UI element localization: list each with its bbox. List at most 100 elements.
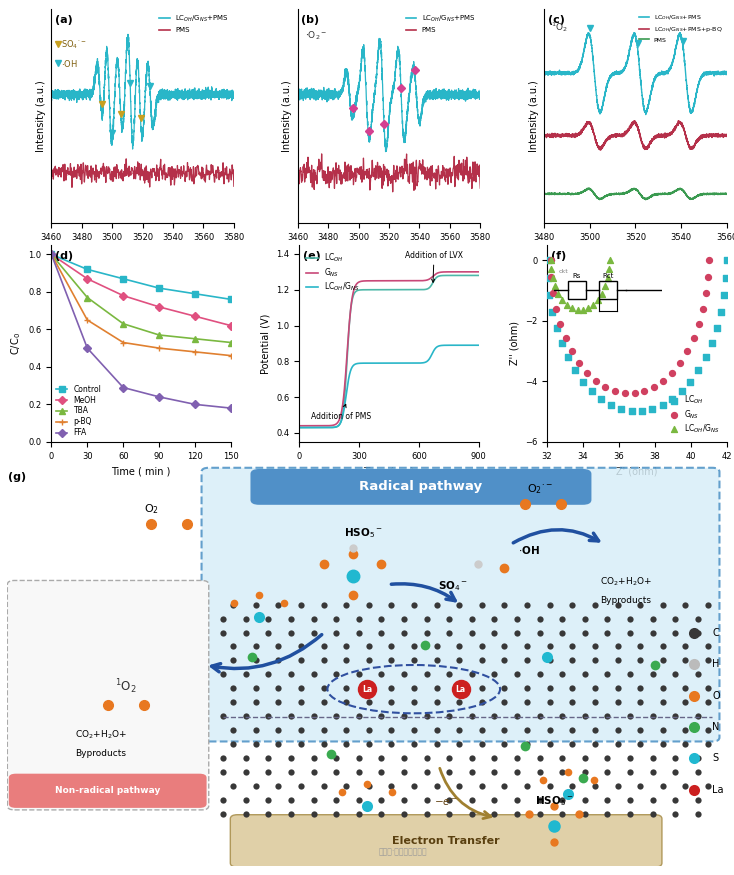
X-axis label: Z' (ohm): Z' (ohm)	[616, 466, 658, 476]
LC$_{OH}$/G$_{NS}$	[604, 253, 616, 267]
LC$_{OH}$/G$_{NS}$	[562, 298, 573, 311]
G$_{NS}$	[658, 374, 669, 388]
FFA	[83, 343, 92, 354]
Text: 公众号·水处理文献速递: 公众号·水处理文献速递	[379, 848, 427, 857]
LC$_{OH}$/G$_{NS}$	[600, 279, 611, 293]
G$_{NS}$	[700, 286, 712, 300]
LC$_{OH}$/G$_{NS}$	[547, 271, 559, 285]
Legend: LC$_{OH}$, G$_{NS}$, LC$_{OH}$/G$_{NS}$: LC$_{OH}$, G$_{NS}$, LC$_{OH}$/G$_{NS}$	[667, 390, 723, 438]
Y-axis label: Potential (V): Potential (V)	[261, 313, 271, 374]
LC$_{OH}$	[562, 351, 574, 365]
LC$_{OH}$	[636, 404, 648, 418]
X-axis label: Time ( min ): Time ( min )	[112, 466, 171, 476]
LC$_{OH}$	[700, 351, 711, 365]
FFA	[155, 392, 164, 402]
LC$_{OH}$/G$_{NS}$	[556, 293, 568, 307]
X-axis label: Magnetic field (G): Magnetic field (G)	[592, 248, 679, 257]
G$_{NS}$	[355, 276, 364, 287]
FFA	[191, 399, 200, 410]
Text: (b): (b)	[302, 15, 319, 25]
LC$_{OH}$/G$_{NS}$	[596, 287, 608, 301]
Legend: LC$_{OH}$, G$_{NS}$, LC$_{OH}$/G$_{NS}$: LC$_{OH}$, G$_{NS}$, LC$_{OH}$/G$_{NS}$	[303, 248, 363, 297]
LC$_{OH}$/G$_{NS}$	[553, 287, 564, 301]
LC$_{OH}$	[578, 374, 589, 388]
Text: O$_2$: O$_2$	[144, 502, 159, 516]
G$_{NS}$	[590, 374, 602, 388]
Control	[227, 294, 236, 304]
LC$_{OH}$/G$_{NS}$	[474, 340, 483, 351]
MeOH	[119, 290, 128, 301]
Y-axis label: Intensity (a.u.): Intensity (a.u.)	[36, 80, 46, 152]
FFA	[119, 382, 128, 393]
LC$_{OH}$	[325, 423, 334, 433]
LC$_{OH}$	[541, 253, 553, 267]
G$_{NS}$	[702, 270, 714, 284]
LC$_{OH}$/G$_{NS}$	[549, 279, 561, 293]
LC$_{OH}$	[693, 363, 705, 377]
LC$_{OH}$	[586, 384, 597, 398]
Text: (c): (c)	[548, 15, 564, 25]
G$_{NS}$	[581, 366, 593, 380]
TBA	[47, 249, 56, 260]
Line: LC$_{OH}$/G$_{NS}$: LC$_{OH}$/G$_{NS}$	[299, 346, 479, 428]
Text: CO$_2$+H$_2$O+: CO$_2$+H$_2$O+	[600, 576, 652, 588]
LC$_{OH}$	[550, 321, 562, 335]
LC$_{OH}$	[657, 398, 669, 412]
LC$_{OH}$/G$_{NS}$	[592, 293, 604, 307]
LC$_{OH}$	[706, 336, 718, 350]
G$_{NS}$	[693, 318, 705, 332]
G$_{NS}$	[550, 302, 562, 316]
MeOH	[227, 320, 236, 331]
LC$_{OH}$/G$_{NS}$	[545, 253, 556, 267]
G$_{NS}$	[545, 270, 557, 284]
p-BQ	[83, 315, 92, 326]
G$_{NS}$	[619, 386, 631, 400]
LC$_{OH}$	[716, 305, 727, 319]
LC$_{OH}$/G$_{NS}$	[588, 298, 600, 311]
G$_{NS}$	[389, 276, 398, 286]
G$_{NS}$	[688, 332, 700, 346]
LC$_{OH}$	[556, 336, 567, 350]
G$_{NS}$	[666, 366, 678, 380]
G$_{NS}$	[393, 276, 401, 286]
p-BQ	[47, 249, 56, 260]
p-BQ	[191, 346, 200, 357]
LC$_{OH}$/G$_{NS}$	[393, 358, 401, 368]
LC$_{OH}$	[319, 423, 327, 433]
G$_{NS}$	[600, 380, 611, 394]
FFA	[47, 249, 56, 260]
LC$_{OH}$	[626, 404, 638, 418]
Y-axis label: Intensity (a.u.): Intensity (a.u.)	[528, 80, 539, 152]
Control	[155, 283, 164, 293]
G$_{NS}$	[295, 421, 304, 431]
Text: Addition of PMS: Addition of PMS	[311, 404, 371, 421]
LC$_{OH}$	[615, 402, 627, 416]
G$_{NS}$	[319, 421, 327, 431]
G$_{NS}$	[545, 253, 556, 267]
LC$_{OH}$/G$_{NS}$	[319, 423, 327, 433]
LC$_{OH}$/G$_{NS}$	[355, 358, 364, 368]
Line: Control: Control	[48, 252, 233, 302]
LC$_{OH}$	[389, 284, 398, 295]
Text: (f): (f)	[550, 251, 566, 261]
LC$_{OH}$/G$_{NS}$	[567, 301, 578, 315]
Text: Byproducts: Byproducts	[76, 748, 126, 758]
Line: p-BQ: p-BQ	[48, 252, 233, 359]
p-BQ	[155, 343, 164, 354]
LC$_{OH}$	[474, 270, 483, 281]
Line: LC$_{OH}$: LC$_{OH}$	[299, 276, 479, 428]
Text: SO$_4$$^{\cdot-}$: SO$_4$$^{\cdot-}$	[62, 38, 87, 51]
Line: G$_{NS}$: G$_{NS}$	[299, 272, 479, 426]
Text: Byproducts: Byproducts	[600, 596, 652, 605]
Text: $\cdot$O$_2$$^-$: $\cdot$O$_2$$^-$	[305, 30, 327, 42]
TBA	[155, 330, 164, 340]
X-axis label: Magnetic field (G): Magnetic field (G)	[346, 248, 432, 257]
LC$_{OH}$/G$_{NS}$	[389, 358, 398, 368]
Text: La: La	[456, 684, 465, 694]
MeOH	[191, 311, 200, 321]
Legend: LC$_{OH}$/G$_{NS}$+PMS, PMS: LC$_{OH}$/G$_{NS}$+PMS, PMS	[158, 12, 230, 35]
G$_{NS}$	[560, 332, 572, 346]
Text: La: La	[712, 785, 724, 794]
Text: $^1$O$_2$: $^1$O$_2$	[115, 677, 137, 696]
MeOH	[83, 274, 92, 284]
